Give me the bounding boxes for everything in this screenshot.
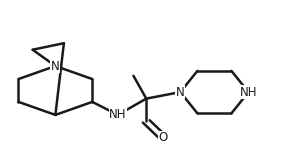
- Text: NH: NH: [240, 86, 257, 99]
- Text: O: O: [159, 131, 168, 144]
- Text: N: N: [51, 59, 60, 73]
- Text: N: N: [176, 86, 185, 99]
- Text: NH: NH: [109, 108, 127, 121]
